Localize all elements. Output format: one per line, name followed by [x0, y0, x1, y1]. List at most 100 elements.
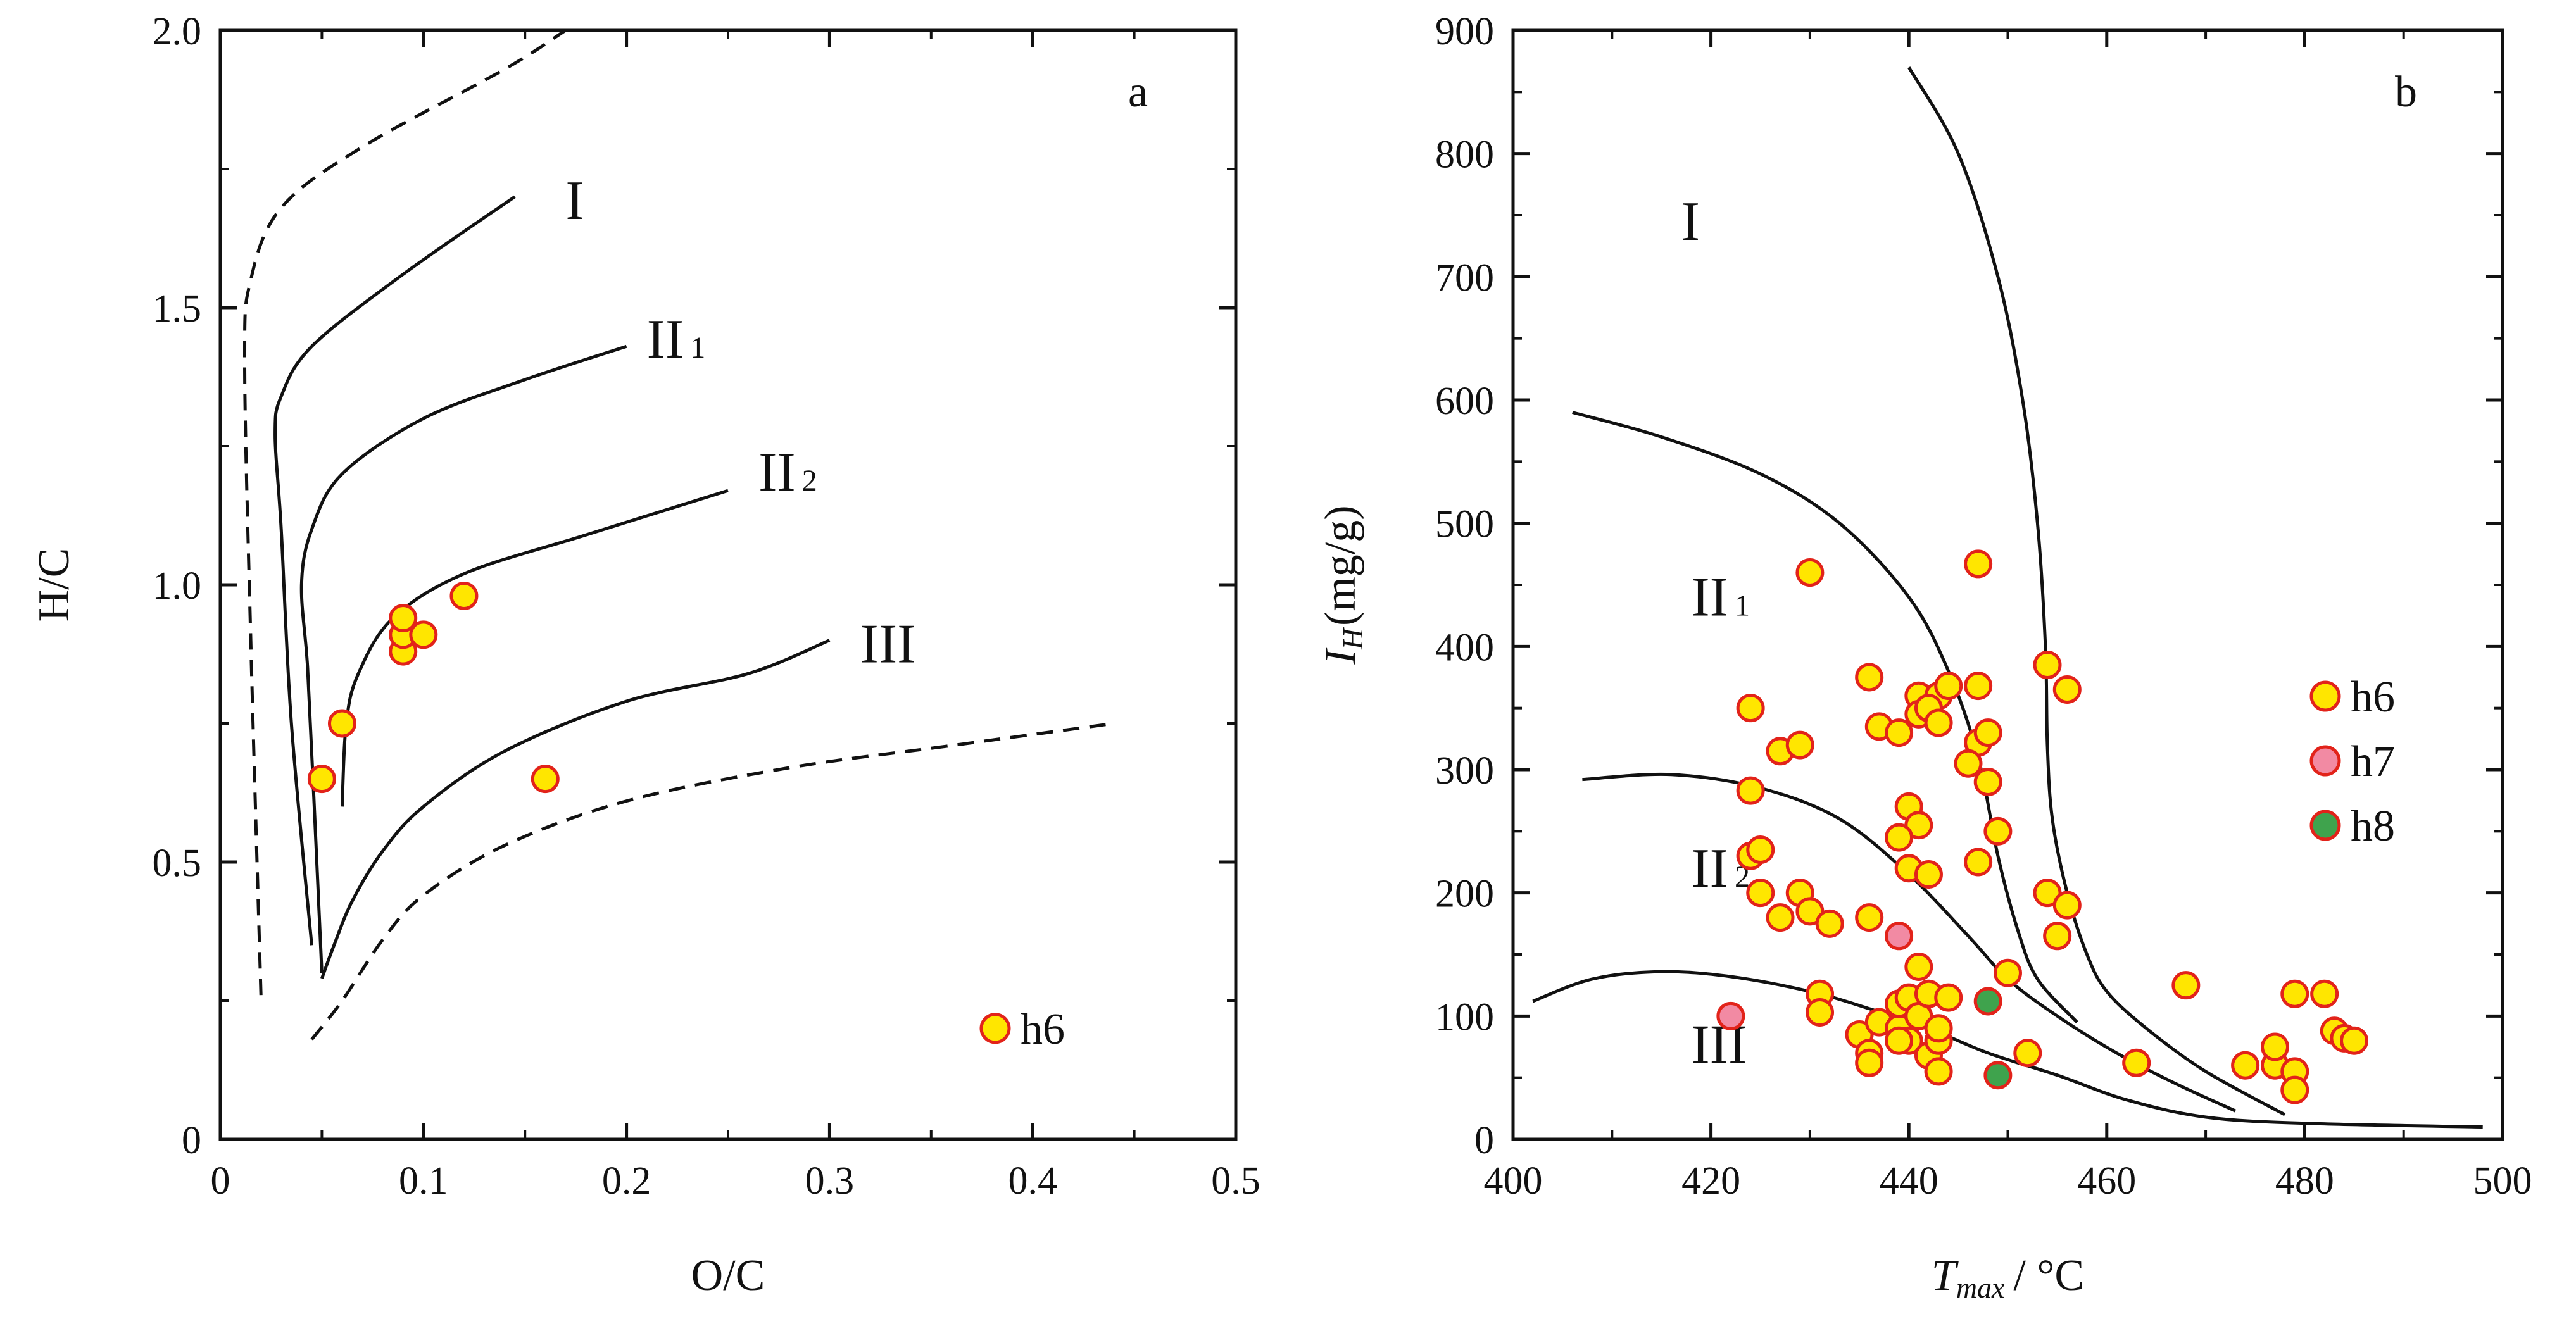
- x-tick-label: 0.4: [1008, 1160, 1057, 1203]
- y-tick-label: 0: [1474, 1119, 1494, 1162]
- legend-label-h6: h6: [2351, 673, 2395, 722]
- region-label-text: II: [1691, 838, 1728, 899]
- y-axis-label-b: IH(mg/g): [1316, 505, 1369, 665]
- x-tick-label: 440: [1880, 1160, 1938, 1203]
- x-axis-label-unit: / °C: [2013, 1251, 2084, 1300]
- data-point-h6: [449, 582, 479, 611]
- panel-letter-a: a: [1128, 68, 1148, 116]
- data-point-h6: [1885, 823, 1914, 852]
- data-point-h6: [1964, 672, 1993, 701]
- data-point-h6: [1973, 718, 2002, 747]
- x-tick-label: 0.1: [399, 1160, 448, 1203]
- curve-I: [273, 195, 516, 946]
- data-point-h6: [1815, 909, 1844, 938]
- data-point-h6: [1855, 903, 1884, 932]
- data-point-h6: [1964, 549, 1993, 579]
- y-axis-label-unit: (mg/g): [1316, 505, 1365, 626]
- y-tick-label: 100: [1435, 996, 1494, 1039]
- data-point-h6: [2340, 1026, 2369, 1055]
- data-point-h6: [2280, 1075, 2309, 1104]
- region-label-text: II: [1691, 567, 1728, 629]
- data-point-h6: [1914, 860, 1943, 889]
- data-point-h6: [1806, 998, 1835, 1027]
- region-label-II2: II 2: [758, 442, 817, 503]
- region-label-I: I: [1681, 191, 1700, 253]
- y-tick-label: 0: [182, 1119, 201, 1162]
- y-tick-label: 200: [1435, 873, 1494, 916]
- region-label-subscript: 1: [1735, 589, 1750, 623]
- data-point-h6: [1885, 718, 1914, 747]
- data-point-h8: [1973, 987, 2002, 1016]
- panel-letter-b: b: [2395, 68, 2417, 116]
- data-point-h6: [2171, 971, 2201, 1000]
- data-point-h6: [2310, 979, 2339, 1008]
- data-point-h6: [1934, 672, 1963, 701]
- y-axis-label-sub: H: [1336, 627, 1369, 650]
- data-point-h6: [1964, 848, 1993, 877]
- data-point-h6: [307, 765, 336, 794]
- y-axis-label-var: I: [1316, 647, 1365, 665]
- x-axis-label-sub: max: [1956, 1272, 2005, 1304]
- region-label-subscript: 1: [690, 331, 705, 365]
- data-point-h6: [2261, 1032, 2290, 1061]
- x-axis-label-a: O/C: [691, 1251, 765, 1300]
- data-point-h6: [1795, 558, 1825, 587]
- data-point-h6: [2033, 651, 2062, 680]
- series-h7: [1716, 922, 1914, 1030]
- series-h8: [1973, 987, 2013, 1090]
- x-axis-label-b: Tmax / °C: [1932, 1251, 2084, 1304]
- data-point-h6: [2122, 1048, 2151, 1077]
- legend-marker-h7: [2309, 745, 2341, 777]
- y-tick-label: 1.0: [153, 565, 202, 608]
- legend-marker-h6: [979, 1013, 1011, 1044]
- y-tick-label: 900: [1435, 10, 1494, 53]
- data-point-h6: [2052, 675, 2082, 704]
- data-point-h6: [1904, 952, 1933, 981]
- plot-frame-a: [218, 28, 1238, 1141]
- x-tick-label: 480: [2275, 1160, 2334, 1203]
- data-point-h6: [409, 620, 438, 649]
- legend-marker-h6: [2309, 680, 2341, 712]
- data-point-h6: [2043, 922, 2072, 951]
- data-point-h6: [1885, 1026, 1914, 1055]
- data-point-h6: [2052, 891, 2082, 920]
- data-point-h6: [1983, 816, 2013, 846]
- data-point-h6: [1934, 983, 1963, 1012]
- region-label-text: II: [647, 309, 684, 370]
- series-h6: [1736, 549, 2369, 1104]
- data-point-h6: [1855, 663, 1884, 692]
- region-label-II1: II 1: [1691, 567, 1750, 629]
- y-tick-label: 400: [1435, 626, 1494, 669]
- data-point-h7: [1716, 1001, 1745, 1030]
- data-point-h6: [2013, 1039, 2042, 1068]
- data-point-h6: [327, 709, 356, 738]
- curve-I: [1907, 66, 2286, 1116]
- legend-label-h8: h8: [2351, 802, 2395, 851]
- region-label-II1: II 1: [647, 309, 706, 370]
- x-tick-label: 500: [2473, 1160, 2532, 1203]
- region-label-text: I: [1681, 191, 1700, 253]
- y-tick-label: 300: [1435, 749, 1494, 792]
- data-point-h6: [1973, 767, 2002, 796]
- curve-boundary-upper: [242, 28, 567, 996]
- legend-marker-h8: [2309, 810, 2341, 841]
- data-point-h6: [1736, 694, 1765, 723]
- y-tick-label: 600: [1435, 380, 1494, 423]
- y-tick-label: 0.5: [153, 842, 202, 885]
- data-point-h6: [1746, 879, 1775, 908]
- y-tick-label: 700: [1435, 256, 1494, 299]
- data-point-h6: [1954, 749, 1983, 778]
- y-axis-label-a: H/C: [30, 548, 79, 622]
- data-point-h8: [1983, 1061, 2013, 1090]
- x-tick-label: 0.5: [1211, 1160, 1260, 1203]
- data-point-h6: [1924, 1014, 1953, 1043]
- data-point-h6: [1924, 708, 1953, 737]
- y-tick-label: 1.5: [153, 287, 202, 330]
- x-tick-label: 0: [211, 1160, 230, 1203]
- data-point-h6: [1785, 730, 1814, 760]
- y-tick-label: 500: [1435, 503, 1494, 546]
- x-tick-label: 0.3: [805, 1160, 855, 1203]
